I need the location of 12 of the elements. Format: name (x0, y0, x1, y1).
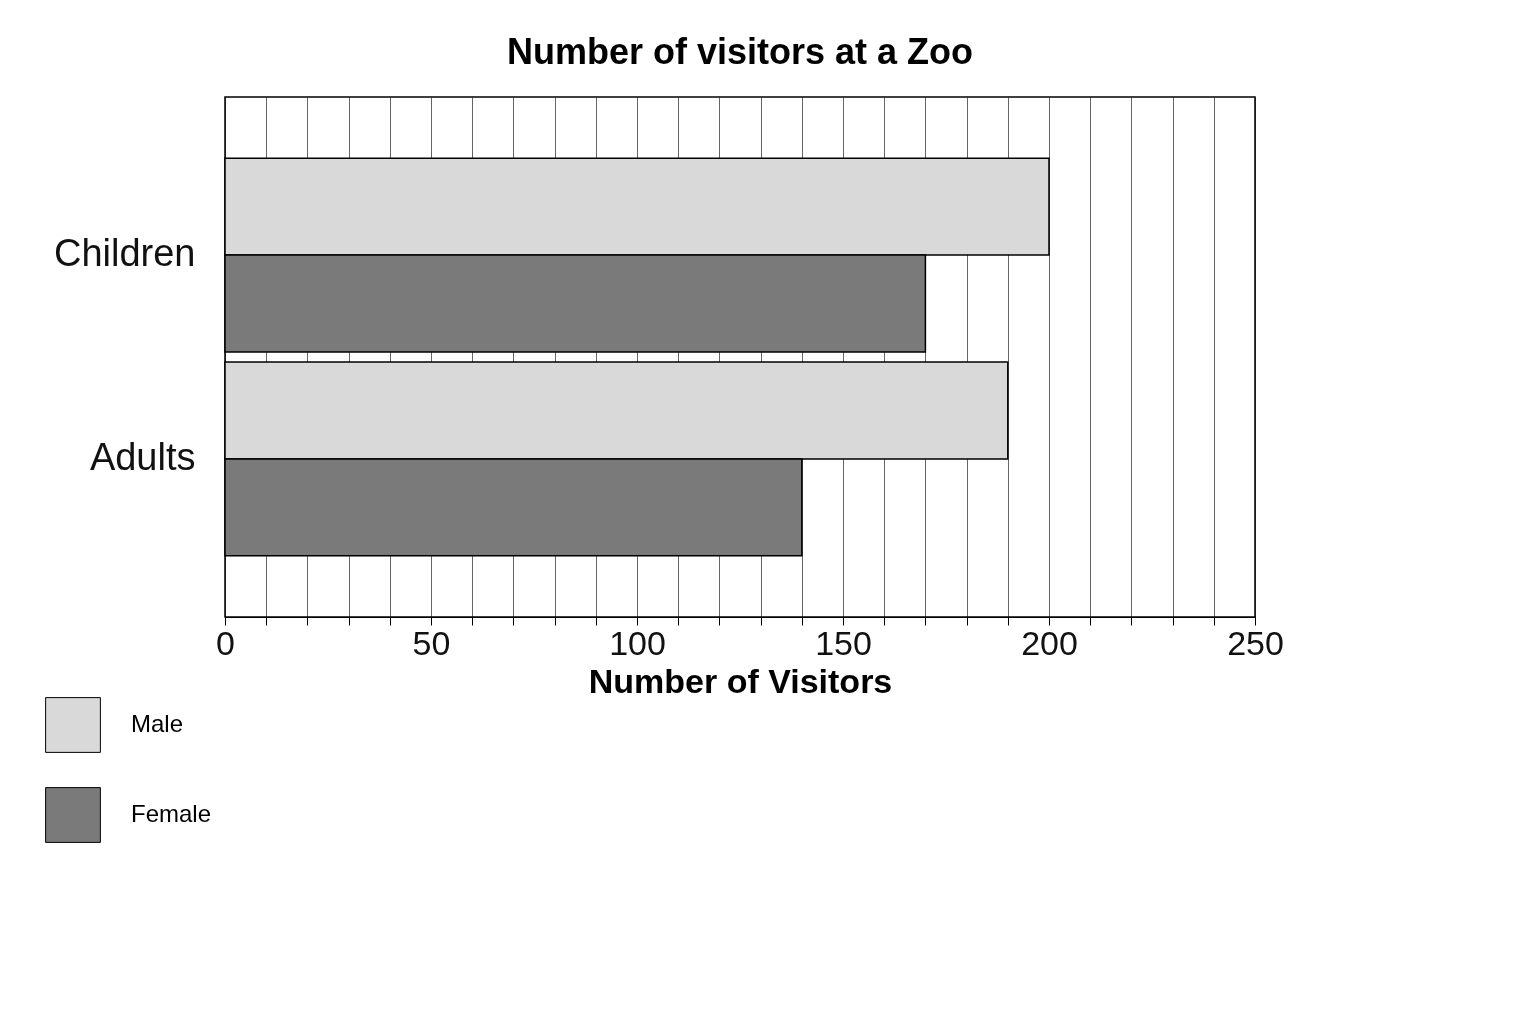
chart-title: Number of visitors at a Zoo (506, 31, 974, 72)
legend-label: Female (131, 800, 212, 827)
x-tick-label: 250 (1227, 623, 1284, 662)
x-axis-title: Number of Visitors (588, 661, 893, 700)
y-tick-label: Adults (89, 435, 196, 478)
x-tick-label: 0 (216, 623, 235, 662)
y-tick-label: Children (53, 232, 196, 275)
x-tick-label: 50 (412, 623, 451, 662)
legend-label: Male (131, 710, 184, 737)
x-tick-label: 150 (815, 623, 872, 662)
x-tick-label: 200 (1021, 623, 1078, 662)
x-tick-label: 100 (609, 623, 666, 662)
